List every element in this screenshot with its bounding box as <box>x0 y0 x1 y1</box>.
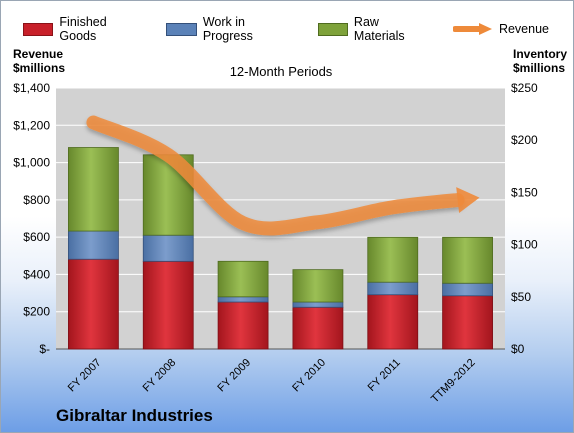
category-label: FY 2011 <box>366 357 403 394</box>
revenue-arrowhead <box>456 187 480 213</box>
chart-title: 12-Month Periods <box>230 64 333 79</box>
category-label: FY 2008 <box>141 357 179 395</box>
x-axis: FY 2007 FY 2008 FY 2009 FY 2010 FY 2011 TTM9-… <box>66 357 478 406</box>
left-axis-title: Revenue $millions <box>13 47 65 75</box>
bar-raw-materials <box>292 269 344 303</box>
right-tick-label: $250 <box>511 81 538 95</box>
legend-label-finished-goods: Finished Goods <box>59 15 107 43</box>
bar-work-in-progress <box>442 282 493 297</box>
right-tick-label: $200 <box>511 133 538 147</box>
legend-swatch-finished-goods <box>23 22 54 36</box>
left-tick-label: $200 <box>23 305 50 319</box>
bars <box>68 147 493 350</box>
bar-raw-materials <box>217 260 269 298</box>
bar-finished-goods <box>142 260 194 350</box>
left-axis-title-line-2: $millions <box>13 61 66 75</box>
revenue-series <box>86 115 480 236</box>
revenue-line <box>86 115 465 236</box>
legend-finished-goods: Finished Goods <box>23 15 142 43</box>
left-tick-label: $600 <box>23 230 50 244</box>
bar-finished-goods <box>442 295 493 350</box>
bar-finished-goods <box>68 258 119 350</box>
left-tick-label: $- <box>39 342 50 356</box>
left-tick-label: $800 <box>23 193 50 207</box>
bar-raw-materials <box>442 236 493 284</box>
right-tick-label: $0 <box>511 342 525 356</box>
legend-arrow-icon <box>452 23 492 35</box>
category-label: FY 2007 <box>66 357 104 395</box>
bar-work-in-progress <box>142 234 194 262</box>
legend-revenue: Revenue <box>452 22 549 36</box>
category-label: FY 2009 <box>215 357 253 395</box>
right-tick-label: $50 <box>511 290 531 304</box>
category-label: TTM9-2012 <box>429 357 478 406</box>
legend-swatch-work-in-progress <box>166 22 197 36</box>
left-tick-label: $1,000 <box>13 156 50 170</box>
left-tick-label: $1,200 <box>13 118 50 132</box>
right-tick-label: $100 <box>511 238 538 252</box>
bar-work-in-progress <box>68 230 119 260</box>
bar-finished-goods <box>217 301 269 350</box>
company-name: Gibraltar Industries <box>56 406 213 425</box>
right-axis-title-line-2: $millions <box>513 61 566 75</box>
right-axis: $0 $50 $100 $150 $200 $250 <box>511 81 538 356</box>
right-tick-label: $150 <box>511 185 538 199</box>
left-tick-label: $400 <box>23 267 50 281</box>
right-axis-title-line-1: Inventory <box>513 47 568 61</box>
left-axis-title-line-1: Revenue <box>13 47 64 61</box>
legend-label-revenue: Revenue <box>498 22 549 36</box>
bar-finished-goods <box>367 294 419 350</box>
left-axis: $- $200 $400 $600 $800 $1,000 $1,200 $1,400 <box>13 81 50 356</box>
bar-finished-goods <box>292 306 344 350</box>
legend-label-work-in-progress: Work in Progress <box>202 15 253 43</box>
legend-work-in-progress: Work in Progress <box>166 15 293 43</box>
left-tick-label: $1,400 <box>13 81 50 95</box>
legend-raw-materials: Raw Materials <box>317 15 429 43</box>
bar-raw-materials <box>367 236 419 283</box>
right-axis-title: Inventory $millions <box>513 47 567 75</box>
bar-raw-materials <box>68 147 119 232</box>
bar-work-in-progress <box>292 301 344 308</box>
bar-work-in-progress <box>367 281 419 296</box>
category-label: FY 2010 <box>290 357 328 395</box>
legend-label-raw-materials: Raw Materials <box>353 15 405 43</box>
legend-swatch-raw-materials <box>317 22 348 36</box>
legend: Finished Goods Work in Progress Raw Mate… <box>23 15 573 43</box>
bar-work-in-progress <box>217 296 269 303</box>
